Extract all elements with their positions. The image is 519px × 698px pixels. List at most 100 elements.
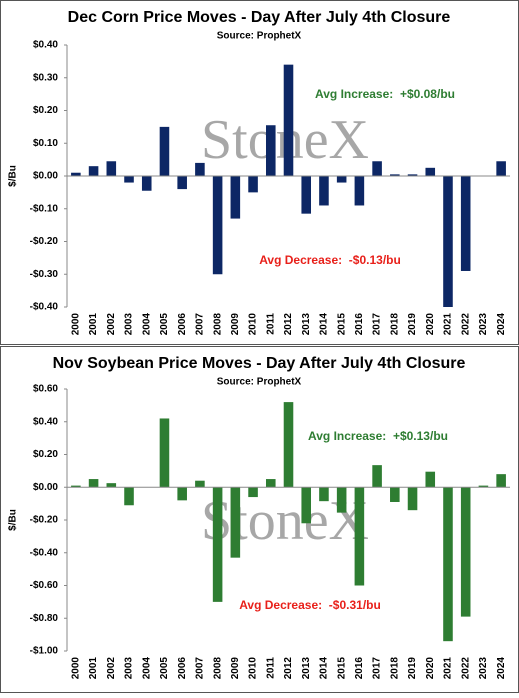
bar bbox=[88, 166, 99, 176]
x-tick-label: 2010 bbox=[248, 657, 259, 680]
x-tick-label: 2005 bbox=[159, 657, 170, 680]
x-tick-label: 2006 bbox=[177, 313, 188, 336]
x-tick-label: 2003 bbox=[124, 313, 135, 336]
y-tick-label: $0.10 bbox=[33, 138, 58, 149]
bar bbox=[106, 483, 117, 488]
x-tick-label: 2003 bbox=[124, 657, 135, 680]
chart-title: Dec Corn Price Moves - Day After July 4t… bbox=[68, 9, 451, 26]
y-tick-label: -$1.00 bbox=[30, 646, 59, 657]
bar bbox=[159, 126, 170, 176]
y-tick-label: $0.40 bbox=[33, 40, 58, 51]
x-tick-label: 2017 bbox=[372, 657, 383, 680]
y-axis-label: $/Bu bbox=[8, 165, 19, 187]
x-tick-label: 2019 bbox=[407, 313, 418, 336]
y-tick-label: -$0.40 bbox=[30, 547, 59, 558]
bar bbox=[195, 162, 205, 176]
bar bbox=[71, 485, 81, 488]
chart-subtitle: Source: ProphetX bbox=[217, 377, 302, 388]
y-tick-label: $0.60 bbox=[33, 384, 58, 395]
bar bbox=[478, 485, 489, 488]
bar bbox=[230, 487, 241, 558]
bar bbox=[283, 64, 294, 176]
bar bbox=[319, 176, 329, 206]
panel bbox=[0, 0, 519, 345]
x-tick-label: 2012 bbox=[283, 313, 294, 336]
panel bbox=[0, 346, 519, 693]
bar bbox=[443, 176, 453, 307]
y-tick-label: $0.40 bbox=[33, 416, 58, 427]
chart-subtitle: Source: ProphetX bbox=[217, 31, 302, 42]
bar bbox=[496, 474, 506, 488]
x-tick-label: 2014 bbox=[319, 313, 330, 336]
x-tick-label: 2011 bbox=[265, 657, 276, 679]
x-tick-label: 2006 bbox=[177, 657, 188, 680]
bar bbox=[301, 176, 312, 214]
chart-title: Nov Soybean Price Moves - Day After July… bbox=[53, 355, 466, 372]
bar bbox=[265, 479, 276, 488]
x-tick-label: 2005 bbox=[159, 313, 170, 336]
bar bbox=[212, 176, 223, 275]
y-tick-label: -$0.30 bbox=[30, 269, 59, 280]
bar bbox=[390, 174, 400, 176]
x-tick-label: 2012 bbox=[283, 657, 294, 680]
x-tick-label: 2010 bbox=[248, 313, 259, 336]
bar bbox=[336, 487, 347, 513]
x-tick-label: 2024 bbox=[496, 313, 507, 336]
x-tick-label: 2002 bbox=[106, 313, 117, 336]
x-tick-label: 2023 bbox=[478, 657, 489, 680]
bar bbox=[354, 176, 365, 206]
y-tick-label: $0.20 bbox=[33, 105, 58, 116]
bar bbox=[106, 161, 117, 176]
y-tick-label: -$0.40 bbox=[30, 302, 59, 313]
bar bbox=[301, 487, 312, 524]
x-tick-label: 2007 bbox=[195, 313, 206, 336]
x-tick-label: 2008 bbox=[212, 313, 223, 336]
x-tick-label: 2001 bbox=[88, 313, 99, 336]
bar bbox=[425, 471, 436, 488]
bar bbox=[336, 176, 347, 183]
y-tick-label: $0.00 bbox=[33, 482, 58, 493]
x-tick-label: 2023 bbox=[478, 313, 489, 336]
x-tick-label: 2021 bbox=[443, 657, 454, 680]
y-tick-label: -$0.10 bbox=[30, 203, 59, 214]
y-tick-label: $0.20 bbox=[33, 449, 58, 460]
bar bbox=[177, 487, 187, 501]
bar bbox=[230, 176, 241, 219]
bar bbox=[88, 479, 99, 488]
y-tick-label: -$0.80 bbox=[30, 613, 59, 624]
x-tick-label: 2019 bbox=[407, 657, 418, 680]
bar bbox=[496, 161, 506, 176]
x-tick-label: 2017 bbox=[372, 313, 383, 336]
y-tick-label: -$0.60 bbox=[30, 580, 59, 591]
x-tick-label: 2020 bbox=[425, 313, 436, 336]
annotation: Avg Decrease: -$0.13/bu bbox=[259, 253, 401, 267]
x-tick-label: 2016 bbox=[354, 657, 365, 680]
x-tick-label: 2022 bbox=[460, 657, 471, 680]
bar bbox=[354, 487, 365, 586]
bar bbox=[124, 487, 134, 506]
x-tick-label: 2004 bbox=[141, 657, 152, 680]
bar bbox=[248, 176, 258, 193]
bar bbox=[372, 465, 382, 488]
x-tick-label: 2016 bbox=[354, 313, 365, 336]
bar bbox=[177, 176, 187, 190]
y-tick-label: -$0.20 bbox=[30, 236, 59, 247]
bar bbox=[248, 487, 258, 498]
x-tick-label: 2011 bbox=[265, 313, 276, 335]
bar bbox=[443, 487, 453, 642]
bar bbox=[283, 402, 294, 488]
x-tick-label: 2015 bbox=[336, 313, 347, 336]
bar bbox=[319, 487, 329, 502]
bar bbox=[407, 174, 418, 176]
annotation: Avg Increase: +$0.13/bu bbox=[308, 429, 448, 443]
bar bbox=[159, 418, 170, 488]
annotation: Avg Increase: +$0.08/bu bbox=[315, 87, 455, 101]
bar bbox=[372, 161, 382, 176]
x-tick-label: 2021 bbox=[443, 313, 454, 336]
x-tick-label: 2002 bbox=[106, 657, 117, 680]
bar bbox=[407, 487, 418, 511]
x-tick-label: 2018 bbox=[389, 657, 400, 680]
y-tick-label: $0.30 bbox=[33, 72, 58, 83]
x-tick-label: 2020 bbox=[425, 657, 436, 680]
